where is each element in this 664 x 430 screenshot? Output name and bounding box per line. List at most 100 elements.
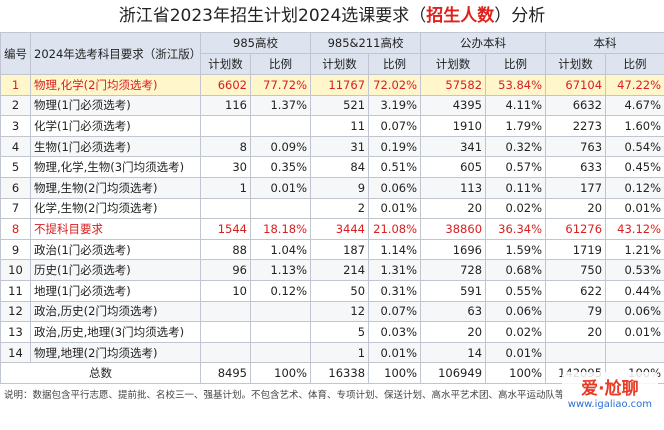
cell (249, 341, 312, 364)
cell: 100% (485, 362, 547, 384)
cell: 214 (310, 259, 370, 281)
cell: 8495 (200, 362, 251, 384)
cell: 985&211高校 (310, 32, 422, 54)
table-row: 2 物理(1门必须选考) 116 1.37% 521 3.19% 4395 4.11% 6632… (0, 94, 664, 117)
cell: 计划数 (310, 53, 370, 75)
cell: 53.84% (485, 74, 547, 96)
table-row: 12 政治,历史(2门均须选考) 12 0.07% 63 0.06% 79 0.06% (0, 300, 664, 323)
title-highlight: 招生人数 (426, 6, 495, 26)
cell: 2273 (545, 115, 607, 137)
cell: 1544 (200, 218, 251, 240)
cell: 1.59% (485, 238, 547, 261)
watermark: 爱·尬聊 www.igaliao.com (561, 372, 658, 412)
cell: 政治,历史(2门均须选考) (30, 300, 201, 323)
table-row: 7 化学,生物(2门均须选考) 2 0.01% 20 0.02% 20 0.01% (0, 197, 664, 220)
cell: 77.72% (249, 74, 312, 96)
cell: 0.54% (605, 135, 664, 158)
cell: 7 (0, 197, 31, 220)
cell (200, 321, 251, 343)
cell: 13 (0, 321, 31, 343)
cell: 11767 (310, 74, 370, 96)
cell: 0.06% (368, 176, 422, 199)
cell: 0.12% (249, 279, 312, 302)
cell: 12 (0, 300, 31, 323)
cell: 1.21% (605, 238, 664, 261)
cell: 50 (310, 279, 370, 302)
cell: 不提科目要求 (30, 218, 201, 240)
cell: 728 (420, 259, 487, 281)
cell: 341 (420, 135, 487, 158)
cell (249, 115, 312, 137)
cell: 20 (420, 321, 487, 343)
cell: 物理,地理(2门均须选考) (30, 341, 201, 364)
cell: 10 (200, 279, 251, 302)
cell: 0.55% (485, 279, 547, 302)
cell: 0.19% (368, 135, 422, 158)
cell: 物理,化学(2门均须选考) (30, 74, 201, 96)
cell: 历史(1门必须选考) (30, 259, 201, 281)
cell: 0.01% (249, 176, 312, 199)
cell: 0.02% (485, 321, 547, 343)
cell: 0.02% (485, 197, 547, 220)
cell: 0.57% (485, 156, 547, 178)
cell: 化学,生物(2门均须选考) (30, 197, 201, 220)
cell: 96 (200, 259, 251, 281)
cell (605, 341, 664, 364)
cell: 61276 (545, 218, 607, 240)
table-row: 1 物理,化学(2门均须选考) 6602 77.72% 11767 72.02% 57582… (0, 74, 664, 96)
watermark-brand: 爱·尬聊 (581, 379, 639, 399)
header-row: 计划数 比例 计划数 比例 计划数 比例 计划数 比例 (1, 53, 664, 75)
table-row: 8 不提科目要求 1544 18.18% 3444 21.08% 38860 36.34% 61… (0, 218, 664, 240)
table-row: 14 物理,地理(2门均须选考) 1 0.01% 14 0.01% (0, 341, 664, 364)
cell: 9 (310, 176, 370, 199)
cell: 116 (200, 94, 251, 117)
cell: 2024年选考科目要求（浙江版） (30, 32, 201, 75)
cell: 1.31% (368, 259, 422, 281)
cell: 本科 (545, 32, 664, 54)
cell: 1.13% (249, 259, 312, 281)
cell: 0.07% (368, 300, 422, 323)
cell: 63 (420, 300, 487, 323)
table-row: 10 历史(1门必须选考) 96 1.13% 214 1.31% 728 0.68% 750 0.… (0, 259, 664, 281)
cell: 633 (545, 156, 607, 178)
cell: 0.09% (249, 135, 312, 158)
cell: 4.11% (485, 94, 547, 117)
cell: 0.31% (368, 279, 422, 302)
cell: 0.35% (249, 156, 312, 178)
cell: 605 (420, 156, 487, 178)
cell: 5 (0, 156, 31, 178)
cell: 6632 (545, 94, 607, 117)
cell: 84 (310, 156, 370, 178)
cell: 591 (420, 279, 487, 302)
cell: 0.45% (605, 156, 664, 178)
cell: 4395 (420, 94, 487, 117)
cell: 1.79% (485, 115, 547, 137)
cell: 1.04% (249, 238, 312, 261)
footer-note: 说明：数据包含平行志愿、提前批、名校三一、强基计划。不包含艺术、体育、专项计划、… (4, 389, 565, 401)
cell: 编号 (0, 32, 31, 75)
cell: 0.68% (485, 259, 547, 281)
cell: 57582 (420, 74, 487, 96)
cell: 化学(1门必须选考) (30, 115, 201, 137)
cell: 3444 (310, 218, 370, 240)
cell: 1696 (420, 238, 487, 261)
cell: 0.03% (368, 321, 422, 343)
cell: 4.67% (605, 94, 664, 117)
title-suffix: ）分析 (494, 6, 546, 26)
cell: 0.01% (605, 197, 664, 220)
cell: 总数 (0, 362, 201, 384)
cell: 5 (310, 321, 370, 343)
cell: 0.44% (605, 279, 664, 302)
cell: 1.14% (368, 238, 422, 261)
cell: 11 (0, 279, 31, 302)
cell: 20 (545, 197, 607, 220)
cell: 9 (0, 238, 31, 261)
cell: 38860 (420, 218, 487, 240)
cell: 100% (368, 362, 422, 384)
cell: 0.01% (368, 197, 422, 220)
cell: 43.12% (605, 218, 664, 240)
cell: 0.51% (368, 156, 422, 178)
cell: 31 (310, 135, 370, 158)
cell: 政治(1门必须选考) (30, 238, 201, 261)
cell: 47.22% (605, 74, 664, 96)
